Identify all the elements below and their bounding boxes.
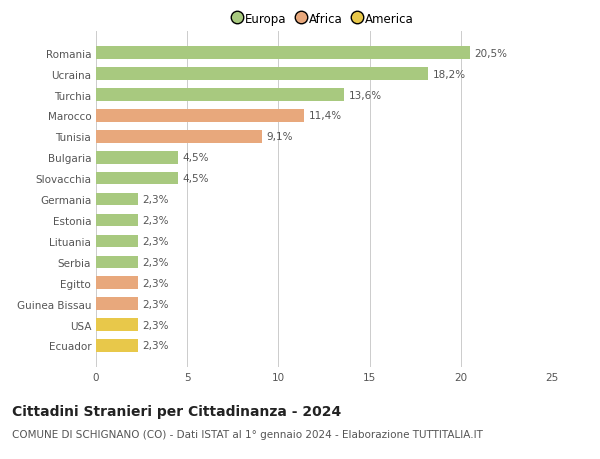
Bar [96,193,138,206]
Text: 2,3%: 2,3% [143,236,169,246]
Bar [96,47,470,60]
Text: 9,1%: 9,1% [266,132,293,142]
Text: 4,5%: 4,5% [182,174,209,184]
Text: 20,5%: 20,5% [475,49,508,59]
Text: Cittadini Stranieri per Cittadinanza - 2024: Cittadini Stranieri per Cittadinanza - 2… [12,404,341,418]
Bar [96,68,428,81]
Text: 2,3%: 2,3% [143,341,169,351]
Bar [96,340,138,352]
Bar [96,319,138,331]
Bar [96,214,138,227]
Text: 2,3%: 2,3% [143,257,169,267]
Text: 2,3%: 2,3% [143,216,169,225]
Text: 2,3%: 2,3% [143,320,169,330]
Text: 13,6%: 13,6% [349,90,382,101]
Bar [96,131,262,143]
Bar [96,235,138,248]
Bar [96,298,138,310]
Text: 2,3%: 2,3% [143,299,169,309]
Text: 2,3%: 2,3% [143,278,169,288]
Text: 11,4%: 11,4% [308,111,341,121]
Text: COMUNE DI SCHIGNANO (CO) - Dati ISTAT al 1° gennaio 2024 - Elaborazione TUTTITAL: COMUNE DI SCHIGNANO (CO) - Dati ISTAT al… [12,429,483,439]
Bar [96,151,178,164]
Legend: Europa, Africa, America: Europa, Africa, America [230,8,418,30]
Text: 2,3%: 2,3% [143,195,169,205]
Bar [96,89,344,101]
Bar [96,110,304,123]
Bar [96,277,138,289]
Bar [96,256,138,269]
Text: 18,2%: 18,2% [433,69,466,79]
Bar [96,173,178,185]
Text: 4,5%: 4,5% [182,153,209,163]
